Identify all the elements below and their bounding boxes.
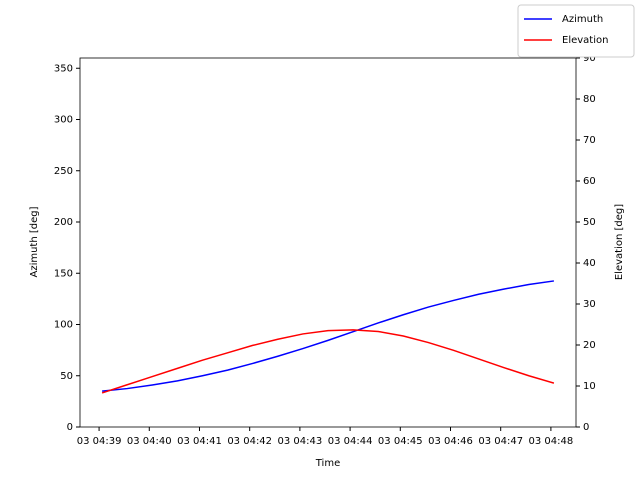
y-tick-label: 200	[54, 217, 73, 228]
data-line	[102, 280, 555, 392]
x-tick-label: 03 04:45	[378, 436, 423, 447]
y2-tick-label: 50	[583, 217, 596, 228]
y-tick-label: 250	[54, 166, 73, 177]
x-tick-label: 03 04:40	[127, 436, 172, 447]
x-tick-label: 03 04:41	[177, 436, 222, 447]
y-tick-label: 150	[54, 268, 73, 279]
y-tick-label: 50	[60, 371, 73, 382]
legend-label: Azimuth	[562, 14, 603, 25]
legend-box	[517, 4, 635, 58]
x-tick-label: 03 04:47	[478, 436, 523, 447]
x-tick-label: 03 04:46	[428, 436, 473, 447]
data-line	[101, 329, 555, 394]
x-axis-label: Time	[315, 458, 340, 469]
y2-tick-label: 90	[583, 53, 596, 64]
y-axis-label: Azimuth [deg]	[29, 206, 40, 277]
x-tick-label: 03 04:44	[328, 436, 373, 447]
x-tick-label: 03 04:43	[278, 436, 323, 447]
y-tick-label: 300	[54, 115, 73, 126]
y2-tick-label: 0	[583, 422, 589, 433]
x-tick-label: 03 04:48	[529, 436, 574, 447]
y2-tick-label: 40	[583, 258, 596, 269]
y2-tick-label: 60	[583, 176, 596, 187]
x-tick-label: 03 04:42	[227, 436, 272, 447]
y2-tick-label: 10	[583, 381, 596, 392]
x-tick-label: 03 04:39	[77, 436, 122, 447]
y2-axis-label: Elevation [deg]	[614, 204, 625, 280]
y2-tick-label: 20	[583, 340, 596, 351]
legend-label: Elevation	[562, 35, 608, 46]
y-tick-label: 100	[54, 320, 73, 331]
y-tick-label: 0	[67, 422, 73, 433]
y-tick-label: 350	[54, 63, 73, 74]
y2-tick-label: 70	[583, 135, 596, 146]
plot-frame	[79, 57, 577, 428]
y2-tick-label: 80	[583, 94, 596, 105]
y2-tick-label: 30	[583, 299, 596, 310]
